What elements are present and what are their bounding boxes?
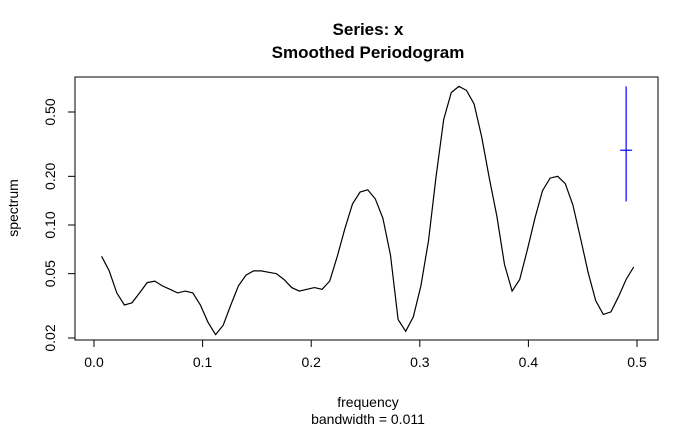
x-tick-label: 0.0 xyxy=(84,354,104,370)
x-axis: 0.0 0.1 0.2 0.3 0.4 0.5 xyxy=(84,339,647,370)
x-tick-label: 0.4 xyxy=(519,354,539,370)
y-tick-label: 0.20 xyxy=(42,162,58,189)
x-tick-label: 0.1 xyxy=(193,354,213,370)
y-axis-label: spectrum xyxy=(5,179,21,237)
y-tick-label: 0.05 xyxy=(42,260,58,287)
y-tick-label: 0.50 xyxy=(42,98,58,125)
x-axis-label: frequency xyxy=(337,394,398,410)
y-tick-label: 0.10 xyxy=(42,211,58,238)
chart-subtitle: Smoothed Periodogram xyxy=(272,43,465,62)
x-tick-label: 0.3 xyxy=(410,354,430,370)
spectrum-line xyxy=(101,85,635,336)
x-tick-label: 0.5 xyxy=(627,354,647,370)
chart-title: Series: x xyxy=(333,20,404,39)
y-axis: 0.02 0.05 0.10 0.20 0.50 xyxy=(42,98,76,352)
y-tick-label: 0.02 xyxy=(42,324,58,351)
plot-box xyxy=(74,76,659,341)
x-tick-label: 0.2 xyxy=(301,354,321,370)
x-axis-sublabel: bandwidth = 0.011 xyxy=(311,411,425,427)
